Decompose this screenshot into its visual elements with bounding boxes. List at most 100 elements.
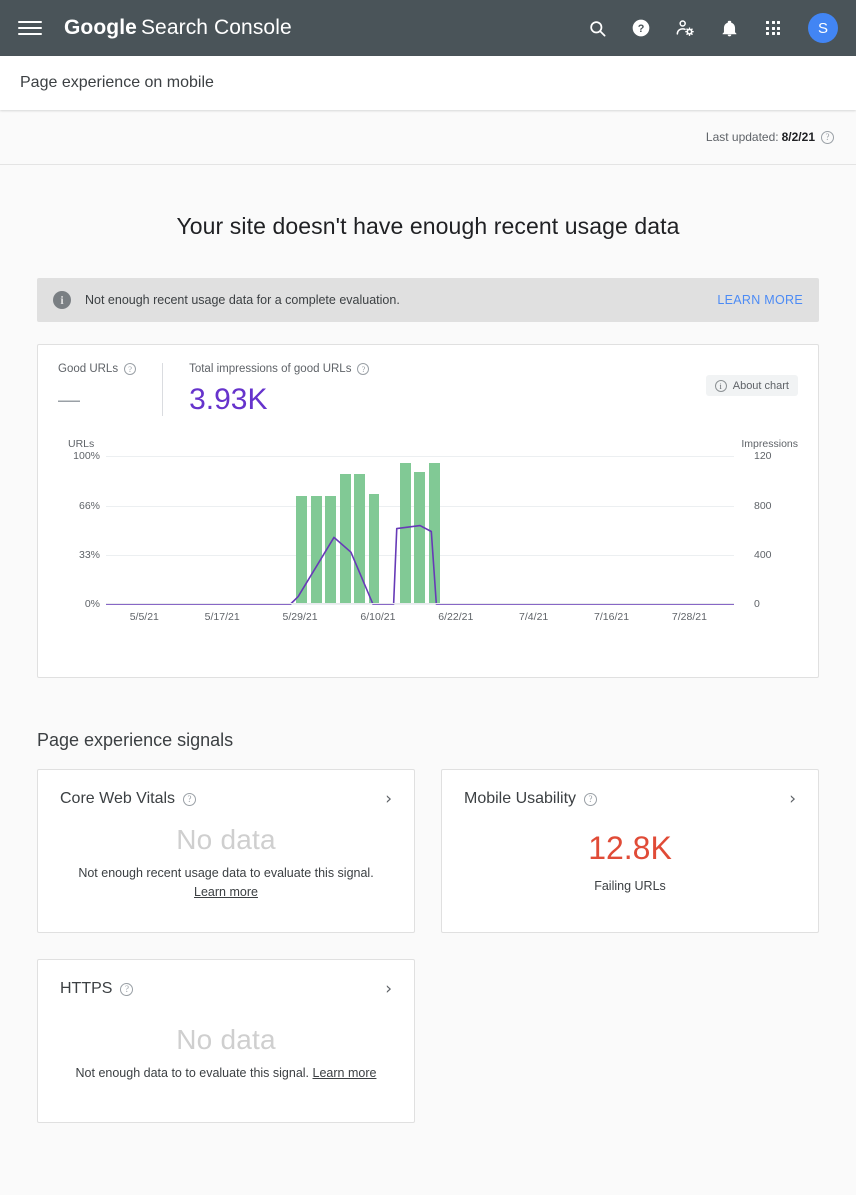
chevron-right-icon[interactable]: › bbox=[789, 788, 796, 809]
about-chart-button[interactable]: i About chart bbox=[705, 375, 798, 396]
impressions-label-row: Total impressions of good URLs ? bbox=[189, 363, 370, 375]
x-tick: 6/10/21 bbox=[360, 611, 396, 623]
x-tick: 7/16/21 bbox=[594, 611, 630, 623]
y-tick-left: 100% bbox=[73, 450, 100, 462]
brand-google-text: Google bbox=[64, 16, 137, 39]
chart-bar[interactable] bbox=[368, 494, 380, 604]
signal-card[interactable]: Mobile Usability? › 12.8K Failing URLs bbox=[441, 769, 819, 933]
apps-grid-icon[interactable] bbox=[758, 13, 788, 43]
bar-series bbox=[106, 456, 734, 604]
x-tick: 5/17/21 bbox=[204, 611, 240, 623]
signal-card[interactable]: HTTPS? › No data Not enough data to to eval… bbox=[37, 959, 415, 1123]
last-updated-label: Last updated: bbox=[705, 130, 779, 144]
signal-card-body: No data Not enough recent usage data to e… bbox=[60, 808, 392, 918]
learn-more-link[interactable]: Learn more bbox=[312, 1065, 377, 1080]
about-chart-label: About chart bbox=[732, 379, 789, 392]
line-series bbox=[106, 456, 734, 604]
x-tick: 7/4/21 bbox=[519, 611, 549, 623]
chart-bar[interactable] bbox=[428, 463, 440, 604]
good-urls-value: — bbox=[58, 387, 80, 412]
y-tick-left: 0% bbox=[84, 598, 100, 610]
info-banner-message: Not enough recent usage data for a compl… bbox=[85, 293, 400, 307]
x-tick: 7/28/21 bbox=[671, 611, 707, 623]
help-circle-icon[interactable]: ? bbox=[584, 792, 598, 806]
last-updated-bar: Last updated: 8/2/21 ? bbox=[0, 110, 856, 165]
impressions-label: Total impressions of good URLs bbox=[189, 363, 352, 375]
chart-line bbox=[106, 526, 734, 604]
gridline bbox=[106, 604, 734, 605]
info-icon: i bbox=[53, 291, 71, 309]
signal-card-value: No data bbox=[176, 1023, 276, 1055]
y-tick-left: 66% bbox=[78, 500, 100, 513]
main-content: Your site doesn't have enough recent usa… bbox=[0, 165, 856, 1195]
impressions-value: 3.93K bbox=[189, 383, 268, 416]
chart-bar[interactable] bbox=[414, 472, 426, 604]
headline: Your site doesn't have enough recent usa… bbox=[176, 213, 680, 239]
chart-plot-area: URLs Impressions 0% 33% 66% 100% 0 400 800 120… bbox=[58, 438, 798, 638]
app-bar: Google Search Console ? bbox=[0, 0, 856, 56]
page-title: Page experience on mobile bbox=[20, 74, 214, 91]
chart-bar[interactable] bbox=[296, 495, 308, 604]
chart-bar[interactable] bbox=[354, 473, 366, 604]
x-tick: 5/29/21 bbox=[282, 611, 318, 623]
axis-baseline bbox=[106, 603, 734, 604]
signal-card-description: Not enough recent usage data to evaluate… bbox=[78, 864, 373, 902]
account-settings-icon[interactable] bbox=[670, 13, 700, 43]
signal-card-value: No data bbox=[176, 824, 276, 856]
chart-bar[interactable] bbox=[325, 495, 337, 604]
info-banner: i Not enough recent usage data for a com… bbox=[37, 278, 819, 322]
y-tick-right: 120 bbox=[754, 450, 772, 462]
signal-card-title: Core Web Vitals bbox=[60, 790, 176, 807]
signal-card-header: Core Web Vitals? › bbox=[60, 790, 392, 808]
y-tick-right: 400 bbox=[754, 549, 772, 562]
good-urls-label-row: Good URLs ? bbox=[58, 363, 137, 375]
chart-bar[interactable] bbox=[339, 473, 351, 604]
signal-card[interactable]: Core Web Vitals? › No data Not enough recen… bbox=[37, 769, 415, 933]
chevron-right-icon[interactable]: › bbox=[385, 978, 392, 999]
svg-text:?: ? bbox=[638, 23, 645, 35]
chevron-right-icon[interactable]: › bbox=[385, 788, 392, 809]
impressions-metric: Total impressions of good URLs ? 3.93K bbox=[162, 363, 395, 416]
signal-card-body: 12.8K Failing URLs bbox=[464, 808, 796, 918]
y-tick-left: 33% bbox=[78, 549, 100, 562]
x-axis-ticks: 5/5/21 5/17/21 5/29/21 6/10/21 6/22/21 7/4/21… bbox=[106, 611, 734, 627]
help-icon[interactable]: ? bbox=[626, 13, 656, 43]
signal-card-title: Mobile Usability bbox=[464, 790, 577, 807]
help-circle-icon[interactable]: ? bbox=[120, 982, 134, 996]
signal-card-description: Failing URLs bbox=[594, 877, 666, 896]
content-inner: i Not enough recent usage data for a com… bbox=[37, 278, 819, 1123]
signal-card-description: Not enough data to to evaluate this sign… bbox=[76, 1064, 377, 1083]
avatar[interactable]: S bbox=[808, 13, 838, 43]
page-title-bar: Page experience on mobile bbox=[0, 56, 856, 110]
signal-card-title: HTTPS bbox=[60, 980, 113, 997]
learn-more-link[interactable]: LEARN MORE bbox=[717, 293, 803, 307]
hamburger-menu-icon[interactable] bbox=[18, 16, 42, 40]
learn-more-link[interactable]: Learn more bbox=[194, 885, 258, 899]
signals-grid: Core Web Vitals? › No data Not enough recen… bbox=[37, 769, 819, 1123]
y-axis-left-title: URLs bbox=[68, 438, 95, 450]
brand-title[interactable]: Google Search Console bbox=[64, 16, 292, 40]
help-circle-icon[interactable]: ? bbox=[821, 130, 834, 144]
signal-card-header: Mobile Usability? › bbox=[464, 790, 796, 808]
help-circle-icon[interactable]: ? bbox=[183, 792, 197, 806]
notifications-bell-icon[interactable] bbox=[714, 13, 744, 43]
chart-bar[interactable] bbox=[399, 463, 411, 604]
search-icon[interactable] bbox=[582, 13, 612, 43]
help-circle-icon[interactable]: ? bbox=[357, 363, 370, 375]
x-tick: 5/5/21 bbox=[129, 611, 159, 623]
signal-card-description-text: Failing URLs bbox=[594, 879, 666, 894]
signals-section-title: Page experience signals bbox=[37, 730, 234, 750]
info-circle-icon: i bbox=[714, 379, 727, 392]
x-tick: 6/22/21 bbox=[438, 611, 474, 623]
good-urls-label: Good URLs bbox=[58, 363, 119, 375]
chart-card: Good URLs ? — Total impressions of good … bbox=[37, 344, 819, 678]
learn-more-row: Learn more bbox=[78, 883, 373, 902]
plot-canvas bbox=[106, 456, 734, 604]
y-tick-right: 800 bbox=[754, 500, 772, 513]
help-circle-icon[interactable]: ? bbox=[124, 363, 137, 375]
chart-bar[interactable] bbox=[310, 495, 322, 604]
good-urls-metric: Good URLs ? — bbox=[58, 363, 162, 411]
y-tick-right: 0 bbox=[754, 598, 760, 610]
signal-card-header: HTTPS? › bbox=[60, 980, 392, 998]
